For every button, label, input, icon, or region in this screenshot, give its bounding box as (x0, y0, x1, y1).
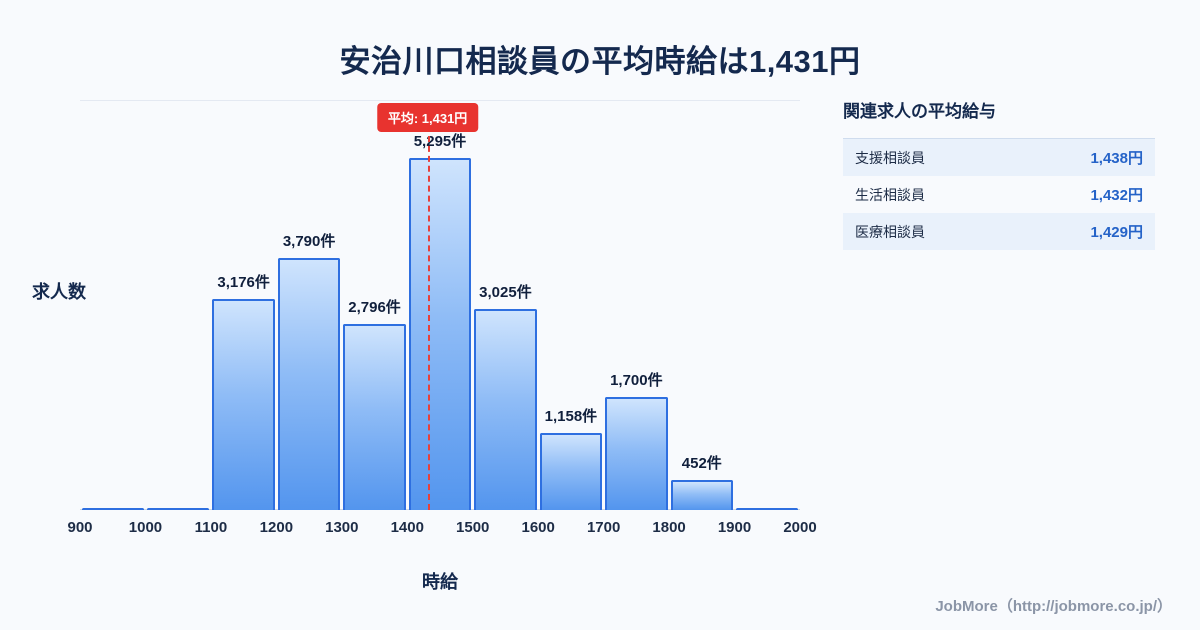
x-tick-label: 1100 (194, 519, 228, 536)
x-tick-label: 900 (67, 519, 93, 536)
histogram-bar (605, 397, 668, 510)
x-tick-label: 1300 (325, 519, 359, 536)
page-title: 安治川口相談員の平均時給は1,431円 (339, 44, 861, 79)
y-axis-label: 求人数 (32, 282, 86, 302)
histogram-bar (670, 480, 734, 510)
bar-value-label: 2,796件 (348, 299, 401, 316)
average-badge: 平均: 1,431円 (376, 103, 479, 132)
job-label: 支援相談員 (855, 149, 925, 166)
histogram-bar (539, 433, 603, 510)
x-axis-label: 時給 (422, 572, 458, 592)
histogram-bar (81, 508, 144, 510)
average-line (427, 126, 430, 510)
x-tick-label: 1400 (390, 519, 424, 536)
related-jobs-title: 関連求人の平均給与 (843, 102, 996, 121)
x-tick-label: 1500 (456, 519, 490, 536)
bar-value-label: 3,176件 (217, 274, 270, 291)
plot-top-border (80, 100, 800, 101)
histogram-bar (474, 309, 537, 510)
x-tick-label: 2000 (783, 519, 817, 536)
x-tick-label: 1700 (586, 519, 621, 536)
job-label: 医療相談員 (855, 223, 925, 240)
x-tick-label: 1600 (521, 519, 555, 536)
bar-value-label: 452件 (681, 455, 722, 472)
bar-value-label: 1,158件 (544, 408, 598, 425)
histogram-bar (212, 299, 275, 510)
histogram-chart: 3,176件 3,790件 2,796件 5,295件 3,025件 1,158件 1,70… (67, 100, 817, 536)
related-jobs-table: 支援相談員 1,438円 生活相談員 1,432円 医療相談員 1,429円 (843, 138, 1155, 250)
job-wage-value: 1,438円 (1090, 150, 1143, 167)
bar-value-label: 5,295件 (413, 133, 467, 150)
job-label: 生活相談員 (855, 186, 925, 203)
histogram-bar (277, 258, 341, 510)
source-credit: JobMore（http://jobmore.co.jp/） (935, 598, 1172, 615)
table-row: 医療相談員 1,429円 (843, 213, 1155, 250)
related-jobs-panel: 関連求人の平均給与 支援相談員 1,438円 生活相談員 1,432円 医療相談… (843, 97, 1155, 250)
bar-value-label: 3,790件 (282, 233, 336, 250)
histogram-bar (408, 158, 472, 510)
table-row: 生活相談員 1,432円 (843, 176, 1155, 213)
histogram-bar (736, 508, 799, 510)
x-tick-label: 1000 (128, 519, 163, 536)
bar-value-label: 3,025件 (479, 284, 532, 301)
bar-value-label: 1,700件 (610, 372, 663, 389)
x-tick-label: 1200 (259, 519, 294, 536)
histogram-bar (343, 324, 406, 510)
job-wage-value: 1,432円 (1090, 187, 1143, 204)
x-tick-label: 1900 (717, 519, 752, 536)
histogram-bar (146, 508, 210, 510)
table-row: 支援相談員 1,438円 (843, 139, 1155, 176)
x-tick-label: 1800 (652, 519, 686, 536)
job-wage-value: 1,429円 (1090, 224, 1143, 241)
